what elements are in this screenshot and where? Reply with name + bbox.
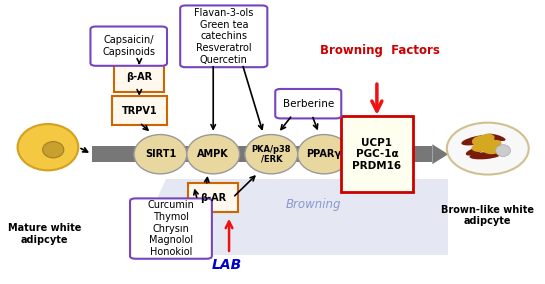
- FancyBboxPatch shape: [112, 96, 167, 126]
- Ellipse shape: [496, 145, 511, 156]
- Text: AMPK: AMPK: [197, 149, 229, 159]
- Ellipse shape: [17, 124, 78, 170]
- Text: Curcumin
Thymol
Chrysın
Magnolol
Honokiol: Curcumin Thymol Chrysın Magnolol Honokio…: [148, 201, 195, 257]
- Ellipse shape: [472, 135, 495, 148]
- Ellipse shape: [466, 147, 483, 156]
- FancyBboxPatch shape: [114, 62, 165, 92]
- Ellipse shape: [481, 134, 495, 141]
- FancyBboxPatch shape: [188, 183, 238, 212]
- Ellipse shape: [482, 144, 501, 154]
- FancyBboxPatch shape: [275, 89, 341, 118]
- Text: UCP1
PGC-1α
PRDM16: UCP1 PGC-1α PRDM16: [352, 138, 402, 171]
- Text: Berberine: Berberine: [283, 99, 334, 109]
- Ellipse shape: [462, 135, 493, 145]
- Text: TRPV1: TRPV1: [122, 106, 157, 116]
- Ellipse shape: [486, 134, 506, 141]
- FancyBboxPatch shape: [90, 26, 167, 66]
- Ellipse shape: [469, 152, 501, 159]
- Text: SIRT1: SIRT1: [145, 149, 176, 159]
- Bar: [92, 147, 432, 162]
- Ellipse shape: [134, 135, 187, 174]
- Text: β-AR: β-AR: [200, 193, 226, 203]
- FancyBboxPatch shape: [180, 5, 268, 67]
- Polygon shape: [131, 179, 448, 255]
- Ellipse shape: [298, 135, 350, 174]
- Ellipse shape: [476, 142, 505, 149]
- FancyBboxPatch shape: [341, 116, 413, 192]
- Text: Mature white
adipcyte: Mature white adipcyte: [8, 223, 81, 245]
- Text: Flavan-3-ols
Green tea
catechins
Resveratrol
Quercetin: Flavan-3-ols Green tea catechins Resvera…: [194, 8, 253, 64]
- Text: Capsaicin/
Capsinoids: Capsaicin/ Capsinoids: [102, 35, 155, 57]
- Text: PPARγ: PPARγ: [306, 149, 342, 159]
- Ellipse shape: [490, 140, 501, 146]
- FancyBboxPatch shape: [130, 199, 212, 259]
- Polygon shape: [432, 144, 448, 164]
- Text: LAB: LAB: [211, 258, 241, 272]
- Ellipse shape: [471, 144, 486, 152]
- Ellipse shape: [245, 135, 298, 174]
- Text: β-AR: β-AR: [126, 72, 153, 82]
- Ellipse shape: [447, 123, 529, 175]
- Text: Browning: Browning: [286, 198, 341, 211]
- Text: PKA/p38
/ERK: PKA/p38 /ERK: [252, 145, 291, 164]
- Ellipse shape: [187, 135, 240, 174]
- Ellipse shape: [43, 142, 64, 158]
- Text: Brown-like white
adipcyte: Brown-like white adipcyte: [441, 205, 534, 226]
- Text: Browning  Factors: Browning Factors: [319, 44, 439, 57]
